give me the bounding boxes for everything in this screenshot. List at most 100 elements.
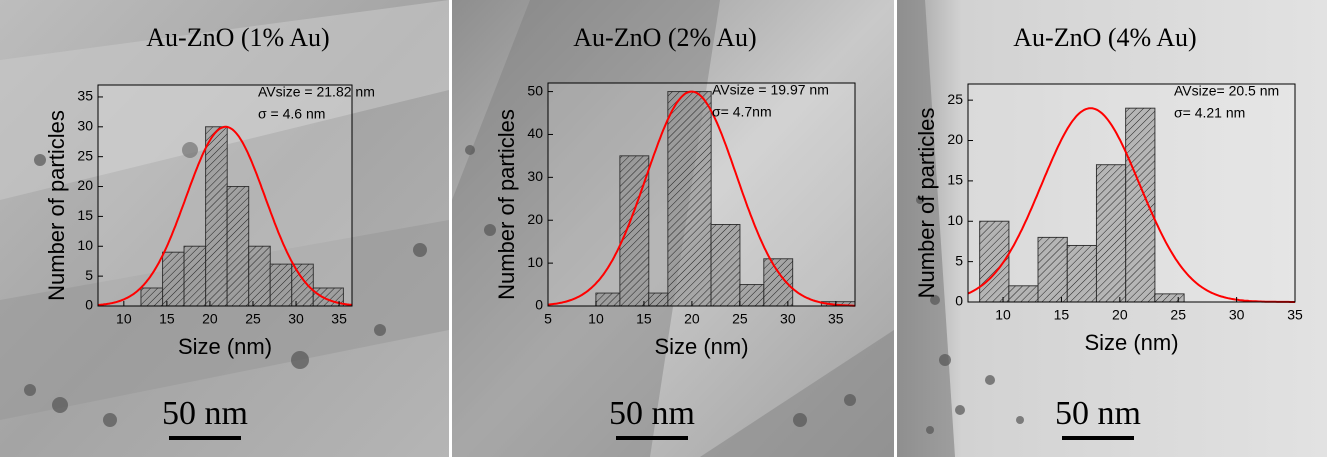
nanorod xyxy=(0,220,449,420)
annotation: σ = 4.6 nm xyxy=(258,106,325,122)
bar-group xyxy=(183,245,207,307)
plot-frame xyxy=(97,84,353,307)
panel-title: Au-ZnO (1% Au) xyxy=(146,23,329,52)
plot-frame xyxy=(967,83,1296,303)
y-tick-label: 15 xyxy=(947,172,963,188)
x-tick-label: 35 xyxy=(828,311,844,327)
fit-curve xyxy=(967,107,1295,303)
x-tick-label: 10 xyxy=(588,311,604,327)
bar-hatch xyxy=(1154,293,1185,302)
y-tick-label: 10 xyxy=(77,237,93,253)
bar-hatch xyxy=(739,284,764,306)
bar-group xyxy=(648,292,669,307)
y-tick-label: 20 xyxy=(77,177,93,193)
y-tick-label: 25 xyxy=(947,91,963,107)
bar-hatch xyxy=(763,258,793,306)
x-tick-label: 35 xyxy=(331,311,347,327)
bar-hatch xyxy=(1067,245,1097,302)
y-axis-label: Number of particles xyxy=(44,110,69,301)
y-tick-label: 25 xyxy=(77,147,93,163)
bar-group xyxy=(1008,285,1039,303)
bar-hatch xyxy=(1125,108,1155,302)
scale-bar-label: 50 nm xyxy=(609,395,695,432)
y-tick-label: 50 xyxy=(527,82,543,98)
bar-hatch xyxy=(1096,164,1126,302)
y-tick-label: 0 xyxy=(85,297,93,313)
x-tick-label: 10 xyxy=(995,307,1011,323)
x-tick-label: 15 xyxy=(159,311,175,327)
bar-group xyxy=(710,224,741,307)
bar-group xyxy=(667,91,712,307)
bar-hatch xyxy=(648,293,668,306)
bar-group xyxy=(291,263,314,307)
x-axis-label: Size (nm) xyxy=(1084,330,1178,355)
nanoparticles xyxy=(24,142,1024,434)
bar-group xyxy=(1125,107,1156,303)
panel-title: Au-ZnO (4% Au) xyxy=(1013,23,1196,52)
bar-hatch xyxy=(619,155,649,306)
bar-hatch xyxy=(184,246,206,306)
y-tick-label: 5 xyxy=(955,252,963,268)
y-tick-label: 10 xyxy=(527,254,543,270)
x-tick-label: 10 xyxy=(116,311,132,327)
panel-title: Au-ZnO (2% Au) xyxy=(573,23,756,52)
y-axis-label: Number of particles xyxy=(914,108,939,299)
bar-group xyxy=(1066,244,1097,303)
annotation: AVsize = 21.82 nm xyxy=(258,84,375,100)
bar-group xyxy=(140,287,164,307)
nanorod xyxy=(897,0,955,457)
x-tick-label: 20 xyxy=(684,311,700,327)
fit-curve xyxy=(547,90,855,307)
bar-hatch xyxy=(821,301,855,306)
x-axis-label: Size (nm) xyxy=(654,334,748,359)
y-tick-label: 40 xyxy=(527,125,543,141)
bar-group xyxy=(1037,236,1068,303)
x-tick-label: 25 xyxy=(245,311,261,327)
bar-group xyxy=(248,245,271,307)
bar-hatch xyxy=(162,252,185,306)
bar-group xyxy=(619,155,650,307)
annotation: AVsize= 20.5 nm xyxy=(1174,83,1279,99)
bar-hatch xyxy=(205,126,228,306)
bar-hatch xyxy=(248,246,271,306)
annotation: AVsize = 19.97 nm xyxy=(712,82,829,98)
bar-group xyxy=(205,126,228,307)
x-tick-label: 20 xyxy=(1112,307,1128,323)
annotation: σ= 4.21 nm xyxy=(1174,105,1245,121)
y-tick-label: 0 xyxy=(955,293,963,309)
x-tick-label: 15 xyxy=(1054,307,1070,323)
bar-hatch xyxy=(141,288,163,306)
scale-bar-label: 50 nm xyxy=(1055,395,1141,432)
bar-group xyxy=(162,251,185,307)
y-tick-label: 35 xyxy=(77,88,93,104)
fit-curve xyxy=(97,125,353,306)
bar-hatch xyxy=(1038,237,1068,302)
y-tick-label: 30 xyxy=(77,118,93,134)
x-tick-label: 5 xyxy=(544,311,552,327)
y-tick-label: 20 xyxy=(947,131,963,147)
bar-hatch xyxy=(667,91,712,306)
y-tick-label: 10 xyxy=(947,212,963,228)
x-tick-label: 20 xyxy=(202,311,218,327)
bar-group xyxy=(1154,293,1185,303)
x-tick-label: 15 xyxy=(636,311,652,327)
bar-hatch xyxy=(291,264,314,306)
bar-group xyxy=(763,258,794,307)
x-tick-label: 35 xyxy=(1287,307,1303,323)
bar-hatch xyxy=(711,224,740,306)
x-tick-label: 25 xyxy=(1170,307,1186,323)
x-tick-label: 25 xyxy=(732,311,748,327)
bar-group xyxy=(269,263,293,307)
x-tick-label: 30 xyxy=(1229,307,1245,323)
plot-frame xyxy=(547,82,856,307)
scale-bar-label: 50 nm xyxy=(162,395,248,432)
bar-hatch xyxy=(227,186,249,306)
bar-group xyxy=(226,186,250,307)
y-tick-label: 5 xyxy=(85,267,93,283)
bar-group xyxy=(739,284,765,307)
x-axis-label: Size (nm) xyxy=(178,334,272,359)
bar-group xyxy=(595,292,621,307)
y-tick-label: 15 xyxy=(77,207,93,223)
nanorod xyxy=(700,330,894,457)
